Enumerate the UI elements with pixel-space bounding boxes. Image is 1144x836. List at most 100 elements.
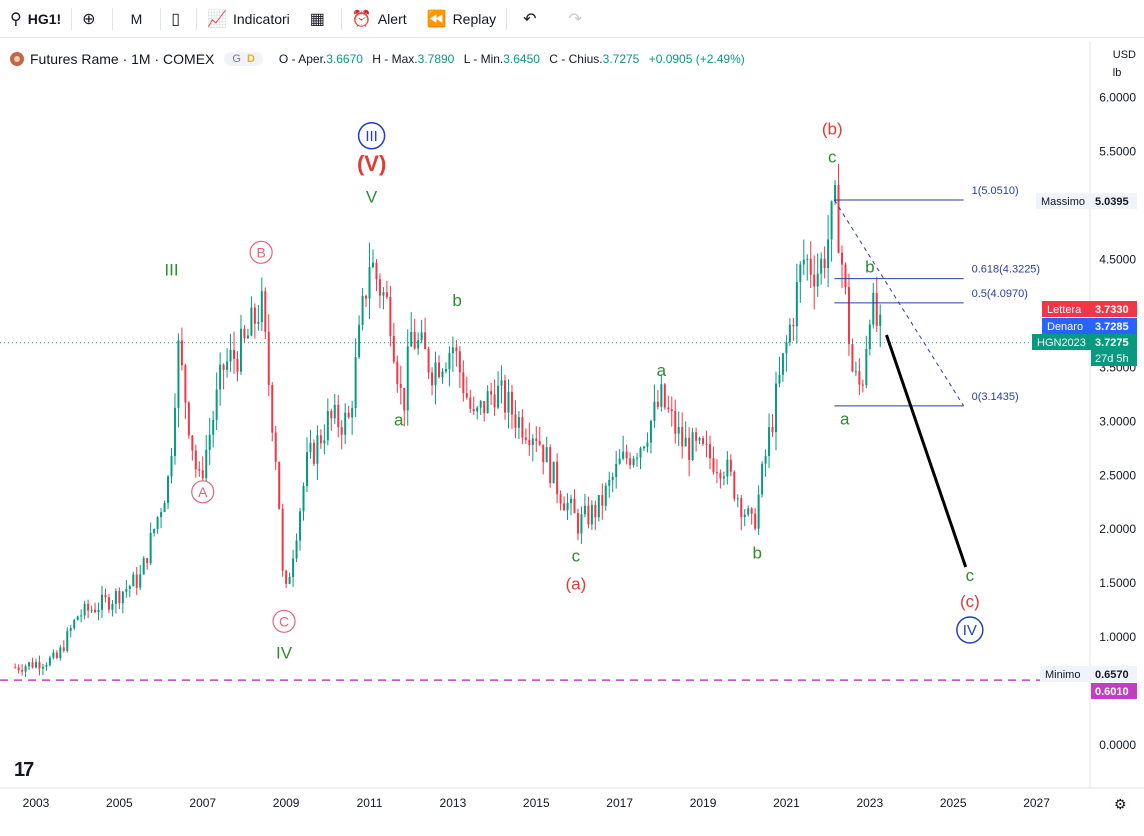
wave-label: a bbox=[657, 361, 667, 380]
candle-body bbox=[121, 591, 124, 604]
time-tick-label: 2005 bbox=[106, 796, 133, 810]
pill-d: D bbox=[246, 53, 255, 65]
candle-body bbox=[490, 391, 493, 395]
candle-body bbox=[226, 361, 229, 370]
price-tick-label: 3.0000 bbox=[1099, 414, 1136, 428]
candle-body bbox=[274, 432, 277, 462]
candle-body bbox=[135, 574, 138, 588]
layouts-button[interactable]: ▦ bbox=[300, 0, 341, 38]
candle-body bbox=[187, 402, 190, 436]
wave-label: c bbox=[572, 547, 581, 566]
candle-body bbox=[615, 463, 618, 477]
fib-level-label: 0.5(4.0970) bbox=[972, 288, 1028, 300]
candle-body bbox=[865, 349, 868, 386]
candle-body bbox=[604, 485, 607, 506]
candle-body bbox=[55, 652, 58, 659]
candle-body bbox=[253, 307, 256, 324]
time-tick-label: 2013 bbox=[440, 796, 467, 810]
candle-body bbox=[406, 346, 409, 411]
candle-body bbox=[66, 630, 69, 651]
candle-body bbox=[844, 264, 847, 288]
candle-body bbox=[538, 441, 541, 445]
candle-body bbox=[653, 401, 656, 421]
candle-body bbox=[715, 472, 718, 474]
candle-body bbox=[80, 615, 83, 617]
candle-body bbox=[684, 437, 687, 447]
wave-labels: III B A C IV III (V) Vb a c (a) a b (b) c b a c (c) IV bbox=[164, 119, 984, 663]
chart-type-button[interactable]: ▯ bbox=[161, 0, 196, 38]
candle-body bbox=[173, 407, 176, 457]
candle-body bbox=[761, 463, 764, 495]
candle-body bbox=[229, 349, 232, 362]
candle-body bbox=[691, 432, 694, 460]
indicators-button[interactable]: 📈 Indicatori bbox=[197, 0, 300, 38]
search-icon: ⚲ bbox=[10, 10, 22, 28]
candle-body bbox=[149, 532, 152, 564]
candle-body bbox=[851, 344, 854, 372]
top-toolbar: ⚲ HG1! ⊕ M ▯ 📈 Indicatori ▦ ⏰ Alert ⏪ Re… bbox=[0, 0, 1144, 38]
candle-body bbox=[823, 258, 826, 269]
unit-label[interactable]: lb bbox=[1112, 67, 1122, 79]
price-chart[interactable]: 1(5.0510) 0.618(4.3225) 0.5(4.0970) 0(3.143… bbox=[0, 42, 1144, 831]
currency-label[interactable]: USD bbox=[1112, 49, 1136, 61]
alert-button[interactable]: ⏰ Alert bbox=[342, 0, 417, 38]
fib-level-label: 0(3.1435) bbox=[972, 391, 1019, 403]
candle-body bbox=[736, 498, 739, 500]
replay-button[interactable]: ⏪ Replay bbox=[417, 0, 507, 38]
price-tick-label: 4.5000 bbox=[1099, 252, 1136, 266]
candle-body bbox=[771, 427, 774, 433]
candle-body bbox=[785, 342, 788, 354]
price-label-value: 0.6010 bbox=[1095, 686, 1129, 698]
candle-body bbox=[431, 372, 434, 386]
candle-body bbox=[62, 647, 65, 651]
data-status-pill[interactable]: G D bbox=[224, 52, 263, 66]
axis-units[interactable]: USD lb bbox=[1113, 46, 1136, 82]
high-label: H - Max. bbox=[372, 52, 418, 66]
candle-body bbox=[875, 292, 878, 326]
candle-body bbox=[59, 647, 62, 659]
candle-body bbox=[774, 383, 777, 433]
chart-pane[interactable]: 1(5.0510) 0.618(4.3225) 0.5(4.0970) 0(3.143… bbox=[0, 42, 1144, 831]
toolbar-divider bbox=[160, 7, 162, 30]
candle-body bbox=[28, 662, 31, 667]
wave-circle bbox=[357, 122, 386, 150]
candle-body bbox=[239, 328, 242, 372]
tradingview-logo[interactable]: 17 bbox=[14, 759, 34, 781]
candle-body bbox=[642, 446, 645, 449]
candle-body bbox=[358, 324, 361, 358]
candle-body bbox=[677, 427, 680, 434]
copper-logo-icon bbox=[10, 52, 24, 66]
price-tick-label: 1.5000 bbox=[1099, 576, 1136, 590]
candle-body bbox=[361, 295, 364, 325]
indicators-icon: 📈 bbox=[207, 10, 227, 28]
wave-label: c bbox=[966, 566, 975, 585]
candle-body bbox=[566, 503, 569, 511]
candle-body bbox=[476, 407, 479, 412]
compare-button[interactable]: ⊕ bbox=[72, 0, 111, 38]
candle-body bbox=[17, 667, 20, 671]
settings-gear-icon[interactable]: ⚙ bbox=[1114, 796, 1127, 812]
series-title[interactable]: Futures Rame · 1M · COMEX bbox=[30, 51, 215, 67]
price-label-value: 3.7275 bbox=[1095, 337, 1129, 349]
candle-body bbox=[107, 597, 110, 610]
interval-button[interactable]: M bbox=[113, 0, 161, 38]
redo-button[interactable]: ↷ bbox=[559, 0, 598, 38]
time-tick-label: 2023 bbox=[856, 796, 883, 810]
fib-trend-line bbox=[833, 199, 965, 407]
high-value: 3.7890 bbox=[417, 52, 455, 66]
undo-button[interactable]: ↶ bbox=[507, 0, 558, 38]
candle-body bbox=[441, 371, 444, 378]
candle-body bbox=[184, 365, 187, 403]
symbol-search[interactable]: ⚲ HG1! bbox=[0, 0, 71, 38]
toolbar-divider bbox=[340, 7, 342, 30]
close-value: 3.7275 bbox=[602, 52, 640, 66]
candle-body bbox=[160, 512, 163, 518]
candle-body bbox=[688, 437, 691, 460]
candle-body bbox=[295, 540, 298, 559]
candle-body bbox=[191, 435, 194, 451]
candle-body bbox=[618, 458, 621, 464]
candle-body bbox=[104, 594, 107, 598]
candle-body bbox=[413, 331, 416, 349]
candle-body bbox=[708, 444, 711, 459]
grid-icon: ▦ bbox=[309, 10, 325, 28]
